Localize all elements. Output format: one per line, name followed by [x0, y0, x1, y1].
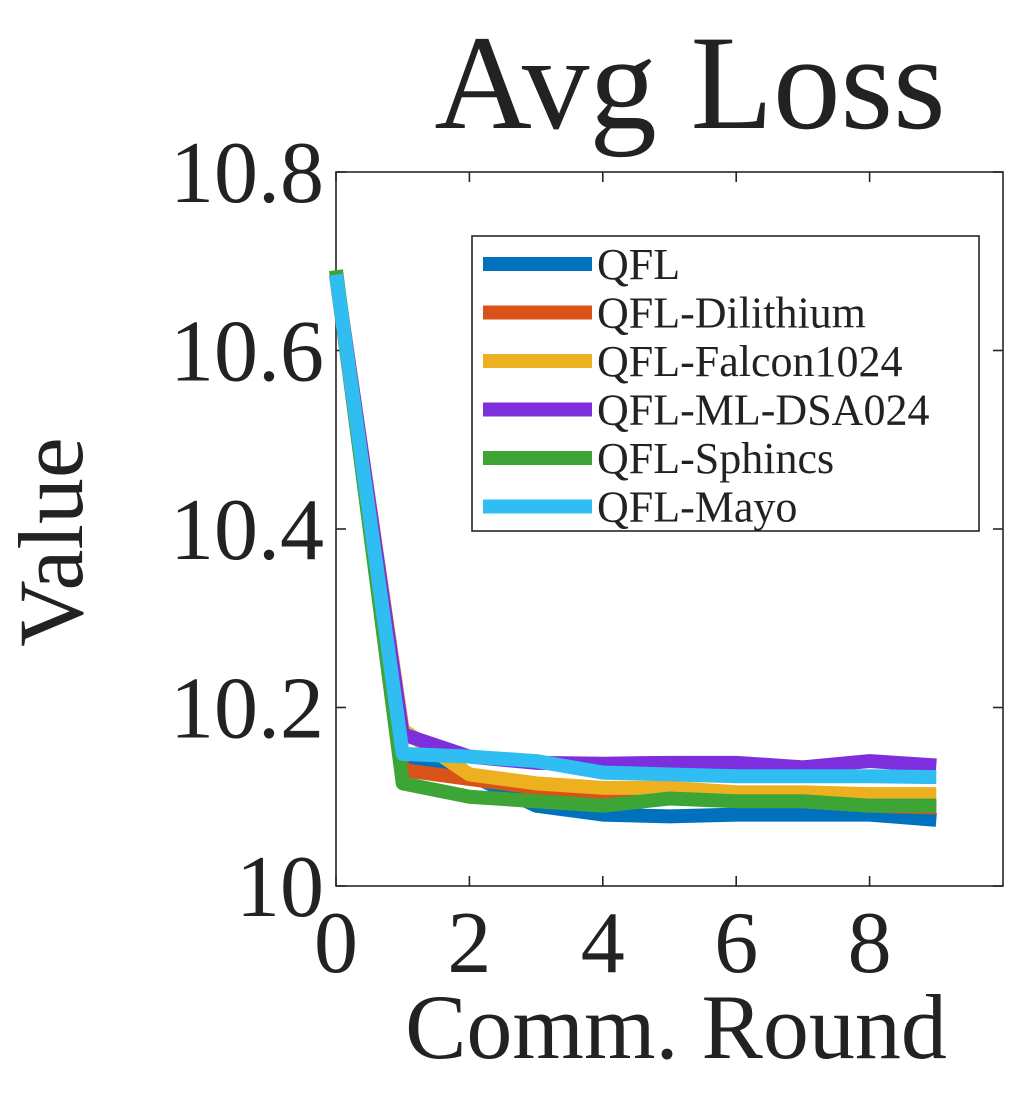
legend-label-qfl-ml-dsa024: QFL-ML-DSA024 — [597, 386, 929, 435]
y-tick-label: 10.4 — [170, 482, 324, 579]
y-axis-label: Value — [0, 437, 102, 646]
series-lines — [329, 269, 937, 827]
x-tick-label: 8 — [848, 895, 892, 992]
legend-label-qfl-sphincs: QFL-Sphincs — [597, 434, 834, 483]
x-tick-label: 4 — [581, 895, 625, 992]
legend-label-qfl-dilithium: QFL-Dilithium — [597, 289, 866, 338]
y-tick-label: 10.8 — [170, 125, 324, 222]
series-line-qfl-sphincs — [329, 269, 937, 813]
legend-label-qfl: QFL — [597, 240, 680, 289]
series-line-qfl-mayo — [329, 273, 937, 785]
legend-label-qfl-falcon1024: QFL-Falcon1024 — [597, 337, 903, 386]
legend: QFLQFL-DilithiumQFL-Falcon1024QFL-ML-DSA… — [471, 235, 980, 532]
x-tick-label: 0 — [314, 895, 358, 992]
series-line-qfl-ml-dsa024 — [329, 273, 937, 775]
x-tick-label: 6 — [714, 895, 758, 992]
series-line-qfl — [329, 273, 937, 827]
x-tick-label: 2 — [447, 895, 491, 992]
chart-title: Avg Loss — [434, 9, 945, 158]
legend-label-qfl-mayo: QFL-Mayo — [597, 483, 797, 532]
legend-box — [471, 235, 980, 532]
x-axis-label: Comm. Round — [405, 976, 947, 1078]
y-tick-label: 10.6 — [170, 304, 324, 401]
y-tick-label: 10.2 — [170, 661, 324, 758]
y-tick-label: 10 — [236, 839, 324, 936]
y-axis: 10 10.2 10.4 10.6 10.8 — [170, 125, 1003, 936]
